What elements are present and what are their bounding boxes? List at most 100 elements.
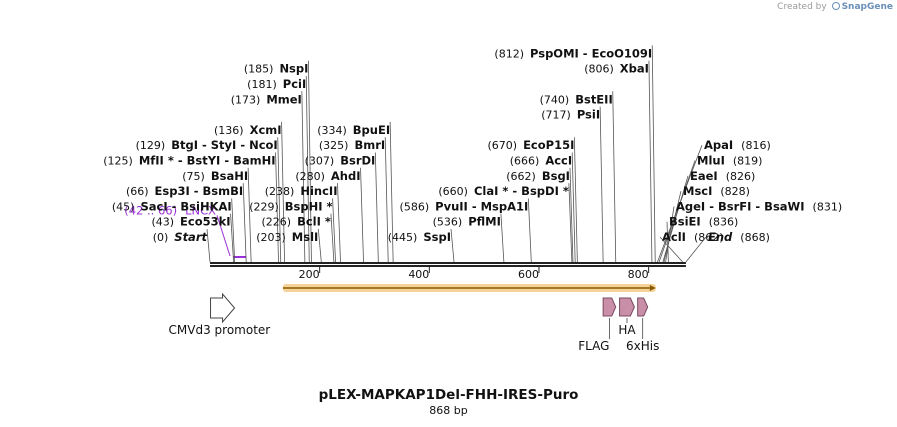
restriction-site-position: (862) [694,231,724,244]
restriction-site-position: (831) [813,200,843,213]
restriction-site-name: XcmI [250,123,282,137]
credit-brand: SnapGene [841,2,893,12]
feature-label: HA [618,323,636,337]
cut-site-line [663,191,682,263]
cut-site-line [527,198,532,263]
cut-site-line [658,160,696,263]
restriction-site-position: (203) [256,231,286,244]
restriction-site-position: (125) [103,155,133,168]
tag-6xhis[interactable] [637,297,649,317]
restriction-site-name: Esp3I - BsmBI [155,184,244,198]
restriction-site-position: (129) [136,139,166,152]
cut-site-line [332,198,336,263]
cut-site-line [659,236,683,263]
cut-site-line [281,121,285,263]
restriction-site-position: (586) [400,200,430,213]
restriction-site-position: (666) [510,155,540,168]
restriction-site-name: PvuII - MspA1I [435,199,528,213]
restriction-site-name: End [708,230,733,244]
restriction-site-position: (0) [153,231,169,244]
restriction-site-position: (445) [388,231,418,244]
tag-flag[interactable] [602,297,617,317]
restriction-site-position: (819) [733,155,763,168]
cut-site-line [330,213,335,263]
orf-arrow-head [649,285,656,291]
restriction-site-position: (43) [151,216,174,229]
restriction-site-position: (536) [433,216,463,229]
restriction-site-name: ApaI [704,138,733,152]
cut-site-line [242,183,247,263]
restriction-site-name: BspHI * [285,199,333,213]
restriction-site-position: (226) [261,216,291,229]
restriction-site-position: (836) [709,216,739,229]
cut-site-line [389,121,394,263]
snapgene-logo-icon [831,2,840,10]
restriction-site-name: PsiI [577,108,600,122]
cut-site-line [599,106,604,263]
restriction-site-position: (717) [541,109,571,122]
cut-site-line [384,137,389,263]
promoter-arrow[interactable] [210,292,236,324]
restriction-site-name: EaeI [690,169,718,183]
restriction-site-name: AccI [545,154,572,168]
restriction-site-position: (806) [584,63,614,76]
restriction-site-name: MfII * - BstYI - BamHI [139,154,276,168]
restriction-site-position: (307) [305,155,335,168]
restriction-site-name: BsiEI [669,215,701,229]
cut-site-line [305,75,310,263]
restriction-site-position: (181) [247,78,277,91]
restriction-site-position: (826) [726,170,756,183]
restriction-site-name: HincII [300,184,337,198]
restriction-site-name: NspI [279,62,308,76]
restriction-site-name: BmrI [354,138,385,152]
plasmid-name: pLEX-MAPKAP1Del-FHH-IRES-Puro [318,387,579,403]
cut-site-line [651,45,656,263]
restriction-site-name: PflMI [468,215,501,229]
cut-site-line [277,137,282,263]
restriction-site-position: (325) [319,139,349,152]
restriction-site-position: (868) [740,231,770,244]
restriction-site-name: ClaI * - BspDI * [474,184,569,198]
restriction-site-name: BsaHI [211,169,248,183]
restriction-site-name: MscI [683,184,712,198]
primer-label: LNCX [185,203,216,217]
restriction-site-position: (280) [295,170,325,183]
restriction-site-position: (816) [741,139,771,152]
cut-site-line [450,228,455,263]
cut-site-line [573,137,578,263]
restriction-site-position: (75) [182,170,205,183]
tag-ha[interactable] [619,297,635,317]
restriction-site-position: (66) [126,185,149,198]
restriction-site-name: AgeI - BsrFI - BsaWI [676,199,805,213]
restriction-site-name: AclI [662,230,686,244]
feature-label: FLAG [578,339,609,353]
restriction-site-position: (173) [231,93,261,106]
cut-site-line [230,213,234,263]
cut-site-line [665,206,675,263]
cut-site-line [666,221,669,263]
cut-site-line [648,60,653,263]
cut-site-line [206,228,211,263]
restriction-site-name: SspI [423,230,451,244]
cut-site-line [569,167,574,263]
restriction-site-position: (185) [244,63,274,76]
restriction-site-name: EcoP15I [523,138,574,152]
cut-site-line [500,213,505,263]
primer-range: (42 .. 66) [124,203,177,217]
axis-tick-label: 800 [628,268,649,281]
restriction-site-position: (45) [112,200,135,213]
cut-site-line [247,167,252,263]
feature-label: CMVd3 promoter [169,323,271,337]
restriction-site-position: (670) [487,139,517,152]
restriction-site-name: BsgI [542,169,570,183]
restriction-site-name: PspOMI - EcoO109I [530,46,652,60]
restriction-site-position: (334) [317,124,347,137]
restriction-site-name: PciI [283,77,306,91]
cut-site-line [612,91,617,263]
restriction-site-position: (812) [494,47,524,60]
restriction-site-name: XbaI [620,62,649,76]
cut-site-line [374,152,379,263]
restriction-site-position: (662) [506,170,536,183]
plasmid-size: 868 bp [429,404,468,417]
cut-site-line [301,91,306,263]
